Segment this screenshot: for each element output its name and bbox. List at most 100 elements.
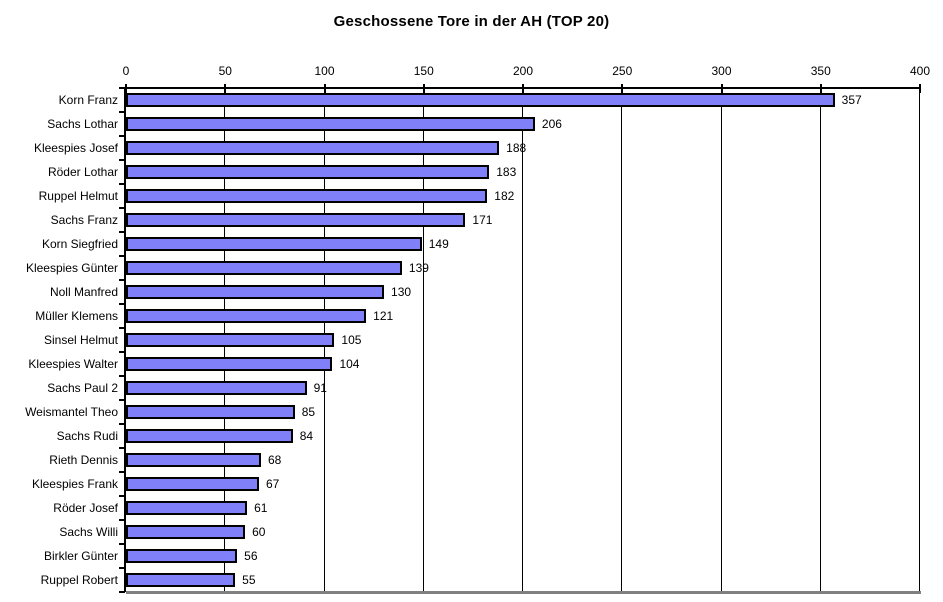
category-label: Rieth Dennis bbox=[49, 453, 118, 467]
axis-tick-mark bbox=[621, 84, 624, 93]
bar-row: 182 bbox=[126, 184, 920, 208]
value-label: 139 bbox=[408, 261, 429, 275]
gridline bbox=[621, 88, 623, 592]
gridline bbox=[720, 88, 722, 592]
bar bbox=[126, 213, 466, 227]
bar-row: 61 bbox=[126, 496, 920, 520]
category-label: Ruppel Robert bbox=[40, 573, 118, 587]
bar-row: 188 bbox=[126, 136, 920, 160]
plot-area: 357 206 188 183 182 171 149 139 130 121 105 104 91 85… bbox=[126, 88, 920, 592]
axis-tick-mark bbox=[125, 84, 127, 93]
category-label: Sachs Franz bbox=[50, 213, 118, 227]
value-label: 183 bbox=[496, 165, 517, 179]
bar-row: 60 bbox=[126, 520, 920, 544]
category-tick-mark bbox=[119, 327, 125, 329]
plot-bottom-border bbox=[126, 591, 921, 594]
bar bbox=[126, 501, 248, 515]
bar bbox=[126, 381, 307, 395]
category-tick-mark bbox=[119, 183, 125, 185]
axis-tick-label: 0 bbox=[122, 64, 130, 78]
bar bbox=[126, 165, 490, 179]
category-label: Kleespies Walter bbox=[28, 357, 118, 371]
category-tick-mark bbox=[119, 207, 125, 209]
bar-row: 130 bbox=[126, 280, 920, 304]
category-tick-mark bbox=[119, 423, 125, 425]
bar-row: 56 bbox=[126, 544, 920, 568]
value-label: 206 bbox=[541, 117, 562, 131]
category-label: Kleespies Josef bbox=[33, 141, 118, 155]
bar bbox=[126, 309, 367, 323]
bar bbox=[126, 333, 335, 347]
category-label: Sachs Rudi bbox=[56, 429, 118, 443]
axis-tick-label: 50 bbox=[218, 64, 232, 78]
bar-row: 55 bbox=[126, 568, 920, 592]
bar bbox=[126, 405, 295, 419]
value-label: 121 bbox=[373, 309, 394, 323]
bar bbox=[126, 189, 488, 203]
bar bbox=[126, 237, 422, 251]
bar bbox=[126, 477, 259, 491]
axis-tick-label: 300 bbox=[711, 64, 732, 78]
axis-tick-label: 150 bbox=[413, 64, 434, 78]
bar-row: 149 bbox=[126, 232, 920, 256]
gridline bbox=[422, 88, 424, 592]
axis-tick-mark bbox=[919, 84, 921, 93]
axis-tick-mark bbox=[224, 84, 227, 93]
bar-row: 357 bbox=[126, 88, 920, 112]
category-label: Sachs Willi bbox=[59, 525, 118, 539]
bar-row: 67 bbox=[126, 472, 920, 496]
category-tick-mark bbox=[119, 255, 125, 257]
bar bbox=[126, 141, 500, 155]
bar bbox=[126, 261, 402, 275]
value-label: 56 bbox=[244, 549, 258, 563]
category-label: Röder Lothar bbox=[47, 165, 118, 179]
category-label: Weismantel Theo bbox=[25, 405, 118, 419]
category-label: Sachs Paul 2 bbox=[47, 381, 118, 395]
value-label: 85 bbox=[301, 405, 316, 419]
gridline bbox=[919, 88, 920, 592]
gridline bbox=[522, 88, 523, 592]
category-label: Röder Josef bbox=[53, 501, 118, 515]
bar bbox=[126, 93, 835, 107]
value-label: 171 bbox=[472, 213, 493, 227]
bar-row: 139 bbox=[126, 256, 920, 280]
value-label: 188 bbox=[506, 141, 527, 155]
category-axis-line bbox=[124, 88, 126, 592]
axis-tick-mark bbox=[720, 84, 723, 93]
category-label: Kleespies Günter bbox=[25, 261, 118, 275]
value-label: 130 bbox=[391, 285, 412, 299]
category-tick-mark bbox=[119, 495, 125, 497]
category-label: Korn Franz bbox=[58, 93, 118, 107]
category-tick-mark bbox=[119, 591, 125, 593]
bar bbox=[126, 357, 333, 371]
category-tick-mark bbox=[119, 399, 125, 401]
axis-tick-label: 200 bbox=[512, 64, 534, 78]
axis-tick-label: 400 bbox=[909, 64, 931, 78]
category-tick-mark bbox=[119, 471, 125, 473]
bar-row: 104 bbox=[126, 352, 920, 376]
category-tick-mark bbox=[119, 375, 125, 377]
value-label: 61 bbox=[254, 501, 268, 515]
category-label: Korn Siegfried bbox=[41, 237, 118, 251]
category-tick-mark bbox=[119, 543, 125, 545]
bar bbox=[126, 549, 238, 563]
gridline bbox=[819, 88, 821, 592]
value-label: 55 bbox=[242, 573, 256, 587]
category-label: Birkler Günter bbox=[43, 549, 118, 563]
axis-tick-mark bbox=[422, 84, 425, 93]
value-label: 182 bbox=[494, 189, 515, 203]
value-label: 105 bbox=[341, 333, 362, 347]
bar-row: 183 bbox=[126, 160, 920, 184]
bar-row: 121 bbox=[126, 304, 920, 328]
bar bbox=[126, 285, 385, 299]
category-tick-mark bbox=[119, 303, 125, 305]
category-tick-mark bbox=[119, 87, 125, 89]
axis-tick-label: 350 bbox=[810, 64, 831, 78]
value-label: 60 bbox=[252, 525, 266, 539]
bar-row: 105 bbox=[126, 328, 920, 352]
axis-tick-mark bbox=[323, 84, 326, 93]
bar bbox=[126, 117, 535, 131]
category-tick-mark bbox=[119, 519, 125, 521]
category-label: Sachs Lothar bbox=[47, 117, 118, 131]
bar bbox=[126, 525, 246, 539]
